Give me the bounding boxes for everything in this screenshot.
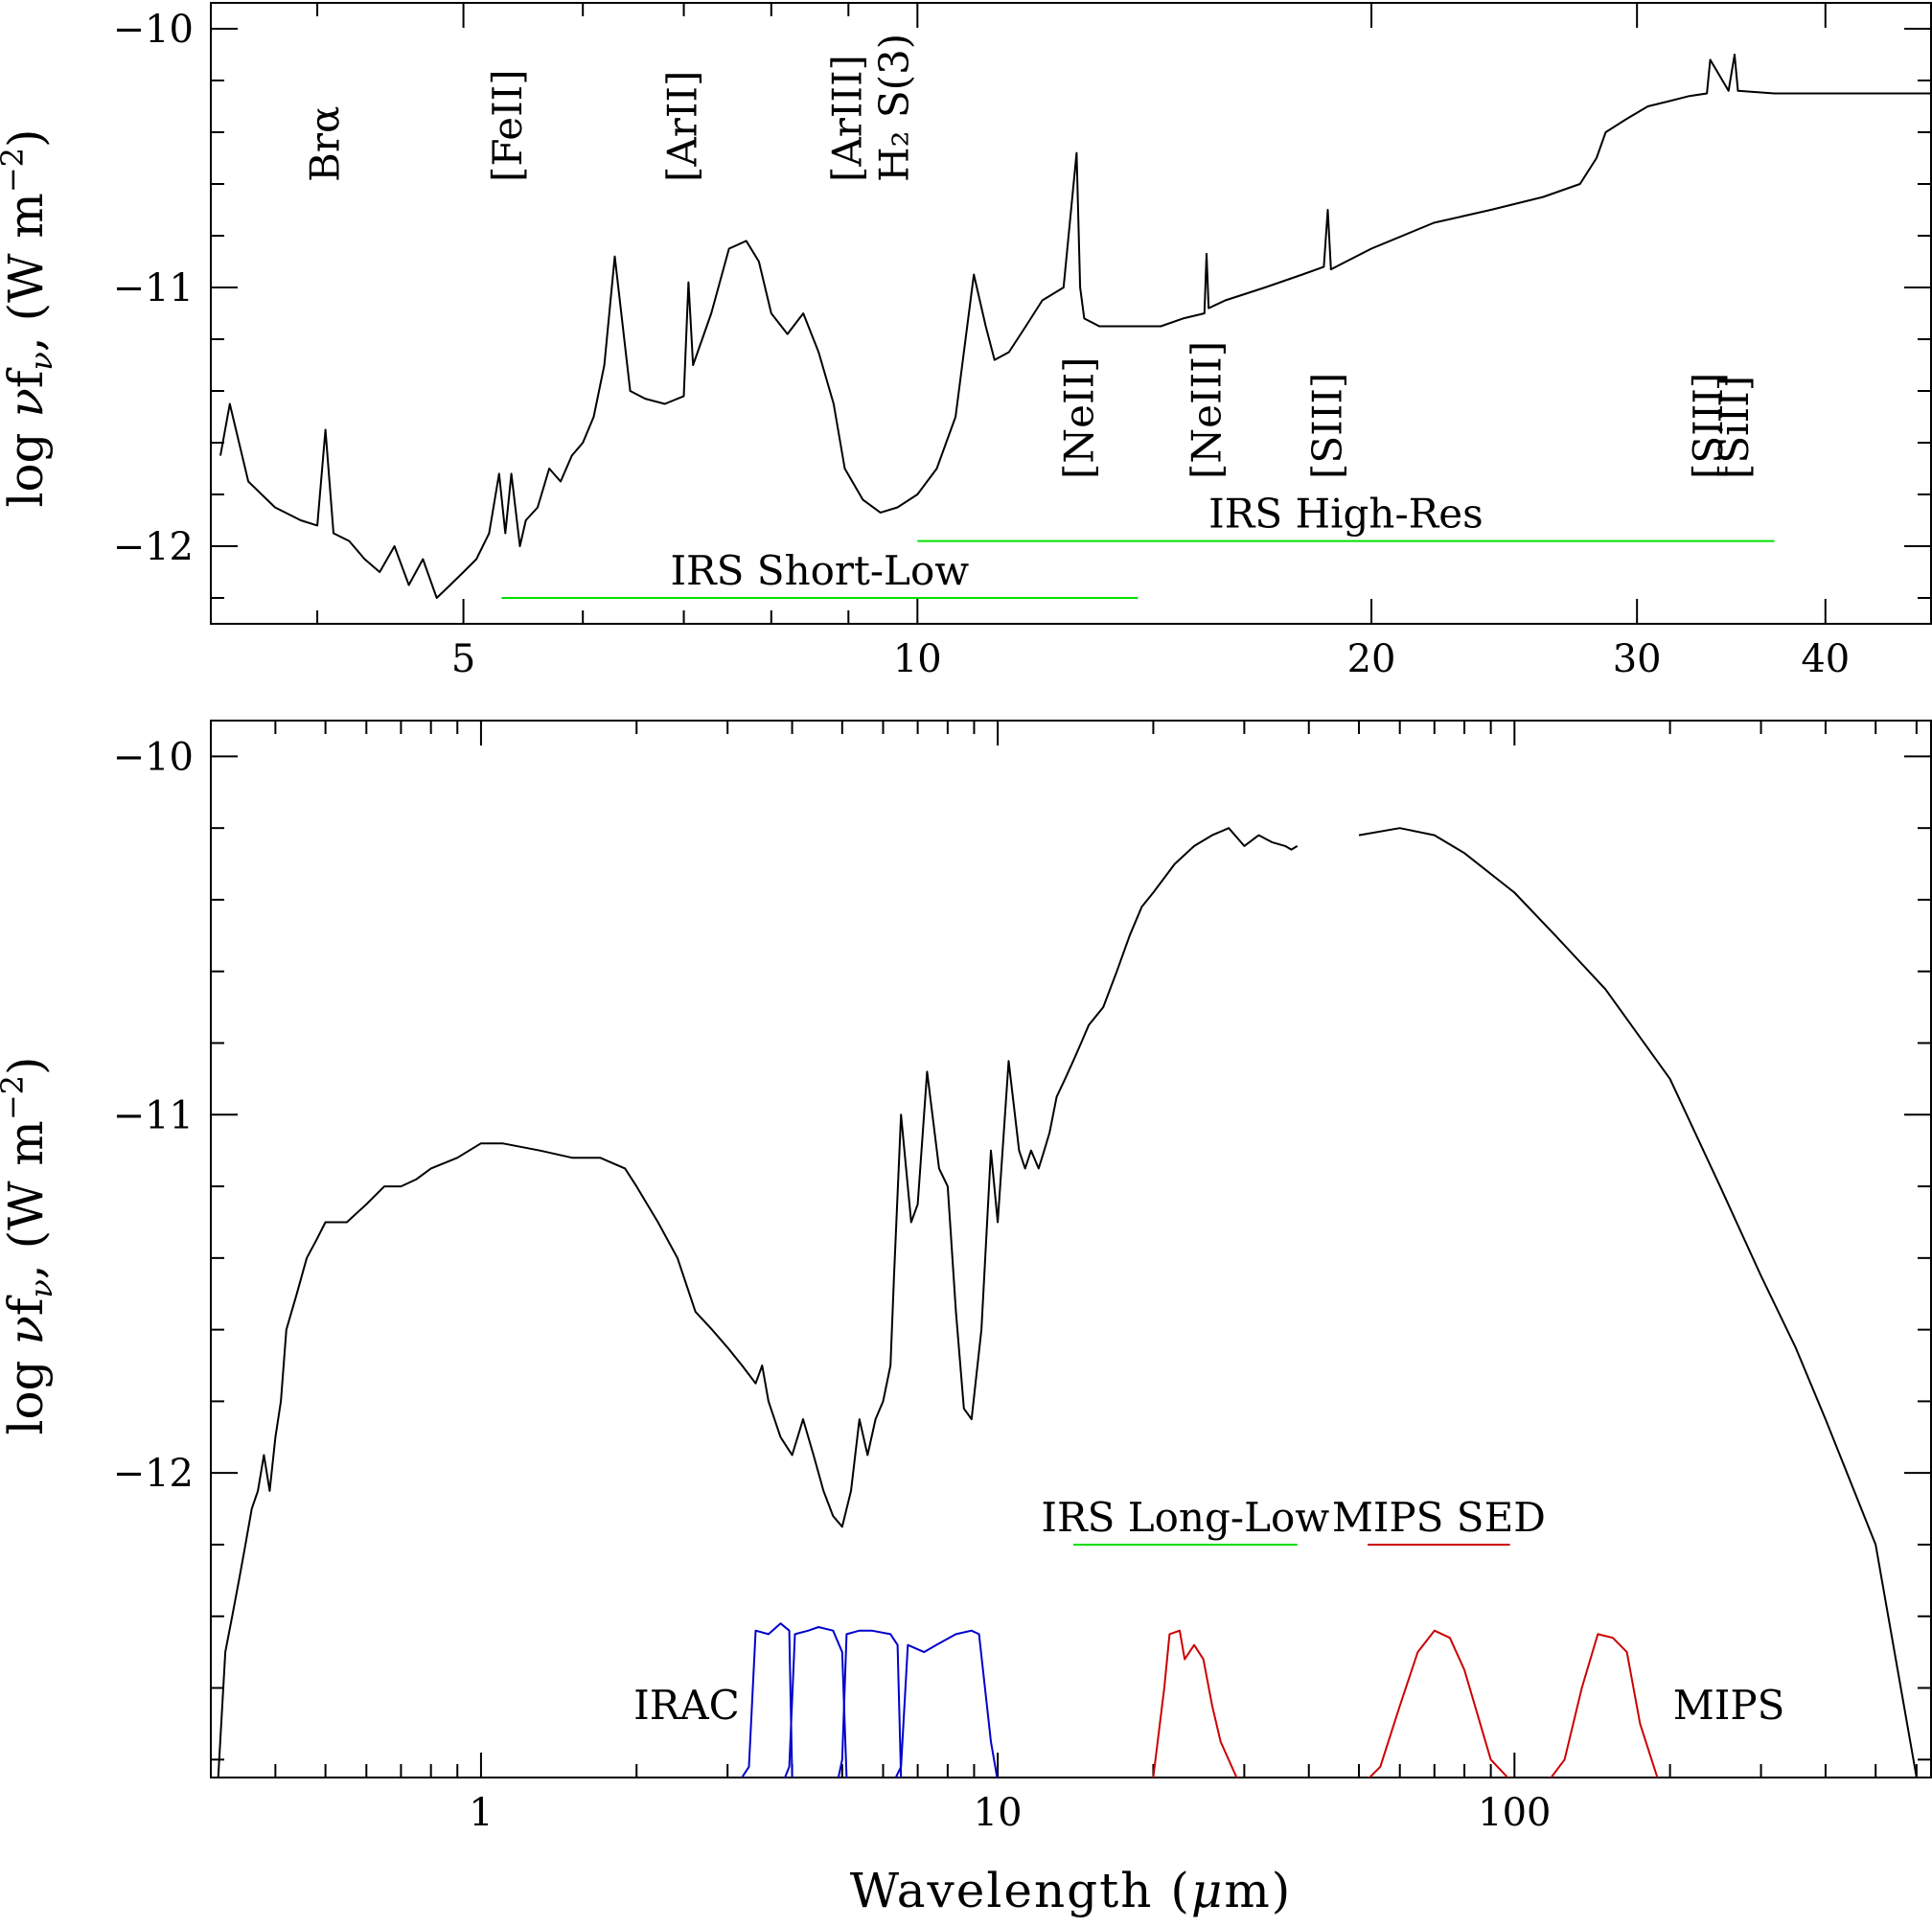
y-tick-label: −10 — [113, 8, 194, 52]
x-tick-label: 40 — [1801, 637, 1850, 681]
filter-curve-irac — [741, 1622, 794, 1778]
spectrum-line — [217, 827, 1299, 1778]
coverage-range-label: IRS High-Res — [1208, 491, 1484, 538]
y-tick-label: −11 — [113, 1093, 194, 1137]
x-tick-label: 1 — [469, 1791, 493, 1835]
x-tick-label: 5 — [451, 637, 475, 681]
y-axis-label: log νfν, (W m−2) — [0, 128, 59, 507]
filter-label: MIPS — [1673, 1682, 1785, 1729]
bottom-panel: 1 10 100 −12 −11 −10 log νfν, (W m−2) Wavelengt… — [0, 720, 1932, 1918]
x-tick-label: 10 — [893, 637, 942, 681]
line-id-label: [FeII] — [484, 69, 531, 182]
coverage-range-label: IRS Short-Low — [670, 547, 969, 594]
filter-curve-irac — [784, 1626, 848, 1778]
y-tick-label: −12 — [113, 1452, 194, 1496]
line-id-label: H₂ S(3) — [871, 34, 918, 182]
plot-frame — [210, 2, 1932, 625]
y-tick-label: −10 — [113, 735, 194, 779]
x-tick-label: 20 — [1347, 637, 1396, 681]
plot-area — [219, 54, 1931, 599]
line-id-label: [SIII] — [1685, 373, 1732, 479]
filter-curve-mips — [1368, 1629, 1509, 1778]
line-id-label: [ArIII] — [824, 55, 871, 182]
line-id-label: [SIII] — [1303, 373, 1350, 479]
filter-curve-mips — [1151, 1629, 1239, 1778]
coverage-range-label: IRS Long-Low — [1041, 1494, 1329, 1541]
x-tick-label: 30 — [1613, 637, 1662, 681]
line-id-label: Brα — [302, 106, 349, 182]
plot-frame — [210, 720, 1932, 1778]
filter-label: IRAC — [633, 1682, 740, 1729]
filter-curve-mips — [1550, 1633, 1659, 1778]
line-id-label: [ArII] — [659, 71, 706, 182]
spectrum-line — [219, 54, 1931, 599]
x-tick-label: 10 — [974, 1791, 1023, 1835]
line-id-label: [NeII] — [1056, 356, 1103, 479]
top-panel: 5 10 20 30 40 −12 −11 −10 log νfν, (W m−2) IRS Sh… — [0, 2, 1932, 681]
x-tick-label: 100 — [1478, 1791, 1551, 1835]
y-axis-label: log νfν, (W m−2) — [0, 1056, 59, 1434]
filter-curve-irac — [894, 1629, 999, 1778]
filter-curve-irac — [837, 1629, 903, 1778]
spectrum-line — [1358, 827, 1918, 1778]
coverage-range-label: MIPS SED — [1332, 1494, 1546, 1541]
y-tick-label: −12 — [113, 525, 194, 569]
plot-area — [217, 827, 1918, 1778]
y-tick-label: −11 — [113, 266, 194, 310]
line-id-label: [SiII] — [1711, 376, 1758, 479]
x-axis-label: Wavelength (μm) — [850, 1863, 1293, 1918]
line-id-label: [NeIII] — [1183, 341, 1230, 479]
